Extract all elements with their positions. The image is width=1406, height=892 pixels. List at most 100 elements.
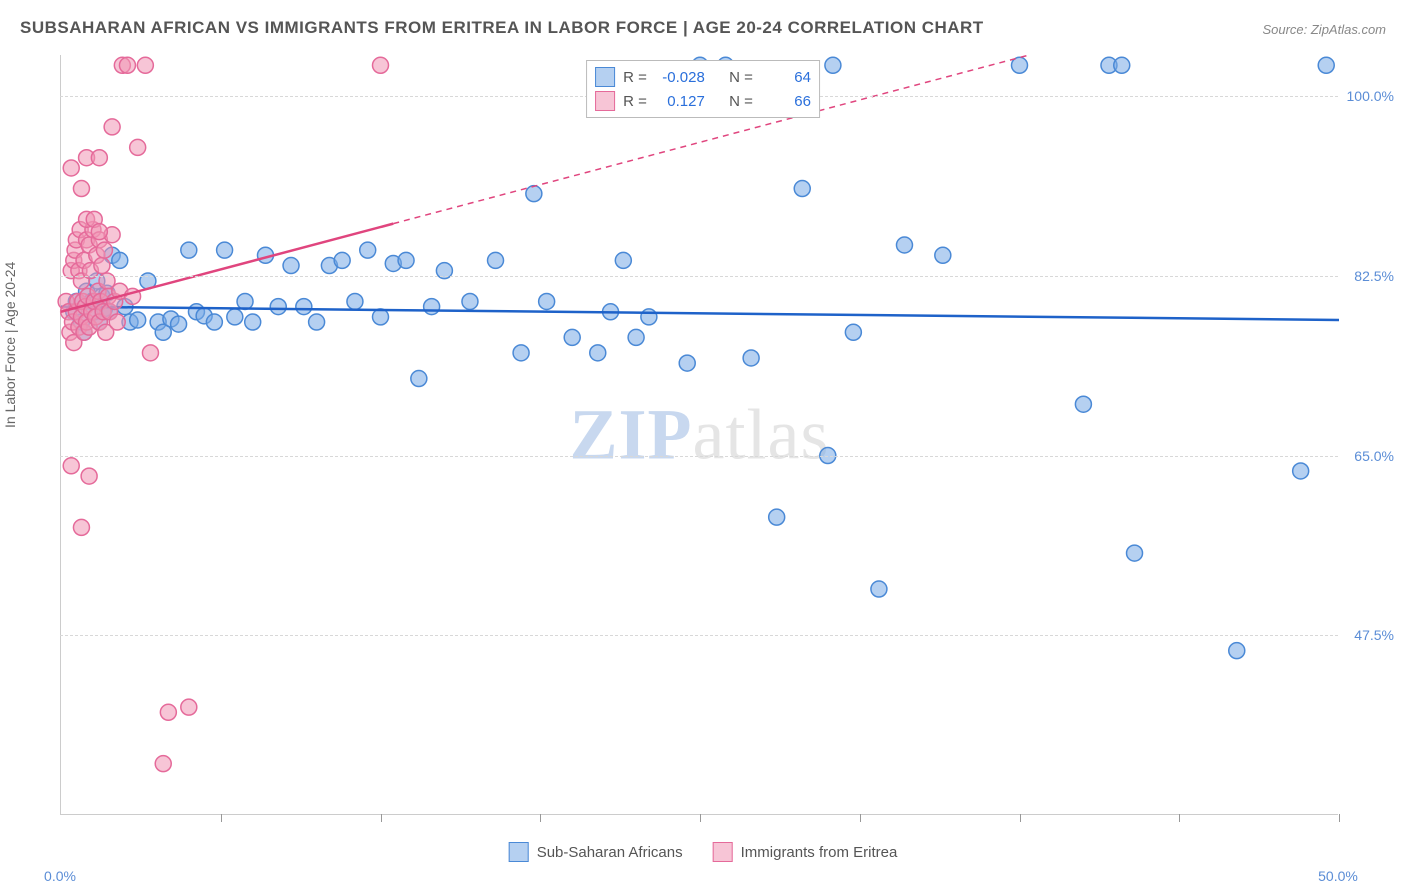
data-point <box>130 312 146 328</box>
data-point <box>217 242 233 258</box>
data-point <box>1127 545 1143 561</box>
plot-area: ZIPatlas <box>60 55 1338 815</box>
legend-swatch-icon <box>595 91 615 111</box>
data-point <box>130 139 146 155</box>
legend-r-value: 0.127 <box>655 93 705 110</box>
data-point <box>526 186 542 202</box>
legend-r-label: R = <box>623 69 647 86</box>
data-point <box>94 258 110 274</box>
legend-n-label: N = <box>729 69 753 86</box>
data-point <box>590 345 606 361</box>
legend-series-label: Immigrants from Eritrea <box>741 844 898 861</box>
data-point <box>283 258 299 274</box>
data-point <box>488 252 504 268</box>
x-tick <box>700 814 701 822</box>
legend-n-value: 64 <box>761 69 811 86</box>
data-point <box>935 247 951 263</box>
legend-series-item: Sub-Saharan Africans <box>509 842 683 862</box>
data-point <box>769 509 785 525</box>
legend-series-item: Immigrants from Eritrea <box>713 842 898 862</box>
data-point <box>513 345 529 361</box>
data-point <box>462 293 478 309</box>
gridline <box>60 276 1338 277</box>
x-tick <box>221 814 222 822</box>
y-tick-label: 47.5% <box>1354 627 1394 643</box>
legend-correlation-row: R = 0.127 N = 66 <box>595 89 811 113</box>
data-point <box>679 355 695 371</box>
data-point <box>137 57 153 73</box>
legend-n-label: N = <box>729 93 753 110</box>
source-attribution: Source: ZipAtlas.com <box>1262 22 1386 37</box>
x-tick <box>540 814 541 822</box>
correlation-legend: R = -0.028 N = 64 R = 0.127 N = 66 <box>586 60 820 118</box>
x-tick <box>860 814 861 822</box>
data-point <box>871 581 887 597</box>
data-point <box>373 309 389 325</box>
data-point <box>1318 57 1334 73</box>
data-point <box>309 314 325 330</box>
data-point <box>334 252 350 268</box>
data-point <box>1293 463 1309 479</box>
data-point <box>743 350 759 366</box>
data-point <box>411 371 427 387</box>
data-point <box>424 299 440 315</box>
data-point <box>347 293 363 309</box>
data-point <box>142 345 158 361</box>
legend-correlation-row: R = -0.028 N = 64 <box>595 65 811 89</box>
data-point <box>1114 57 1130 73</box>
data-point <box>227 309 243 325</box>
data-point <box>1075 396 1091 412</box>
data-point <box>119 57 135 73</box>
data-point <box>398 252 414 268</box>
legend-r-value: -0.028 <box>655 69 705 86</box>
data-point <box>237 293 253 309</box>
data-point <box>81 468 97 484</box>
data-point <box>1229 643 1245 659</box>
series-legend: Sub-Saharan Africans Immigrants from Erit… <box>509 842 898 862</box>
data-point <box>91 224 107 240</box>
data-point <box>171 316 187 332</box>
x-tick-label: 0.0% <box>44 868 76 884</box>
data-point <box>564 329 580 345</box>
data-point <box>91 150 107 166</box>
data-point <box>825 57 841 73</box>
data-point <box>206 314 222 330</box>
data-point <box>845 324 861 340</box>
gridline <box>60 456 1338 457</box>
data-point <box>539 293 555 309</box>
chart-title: SUBSAHARAN AFRICAN VS IMMIGRANTS FROM ER… <box>20 18 984 38</box>
data-point <box>296 299 312 315</box>
legend-swatch-icon <box>509 842 529 862</box>
data-point <box>104 119 120 135</box>
legend-r-label: R = <box>623 93 647 110</box>
data-point <box>112 252 128 268</box>
data-point <box>360 242 376 258</box>
data-point <box>63 458 79 474</box>
gridline <box>60 635 1338 636</box>
y-tick-label: 65.0% <box>1354 448 1394 464</box>
data-point <box>160 704 176 720</box>
x-tick <box>381 814 382 822</box>
data-point <box>794 181 810 197</box>
legend-swatch-icon <box>713 842 733 862</box>
legend-n-value: 66 <box>761 93 811 110</box>
data-point <box>641 309 657 325</box>
y-axis-label: In Labor Force | Age 20-24 <box>2 262 18 428</box>
data-point <box>73 181 89 197</box>
data-point <box>373 57 389 73</box>
legend-series-label: Sub-Saharan Africans <box>537 844 683 861</box>
data-point <box>615 252 631 268</box>
x-tick <box>1179 814 1180 822</box>
data-point <box>181 242 197 258</box>
data-point <box>270 299 286 315</box>
y-tick-label: 100.0% <box>1347 88 1394 104</box>
data-point <box>245 314 261 330</box>
data-point <box>181 699 197 715</box>
plot-svg <box>61 55 1338 814</box>
data-point <box>73 519 89 535</box>
data-point <box>896 237 912 253</box>
legend-swatch-icon <box>595 67 615 87</box>
data-point <box>109 314 125 330</box>
data-point <box>63 160 79 176</box>
x-tick <box>1339 814 1340 822</box>
